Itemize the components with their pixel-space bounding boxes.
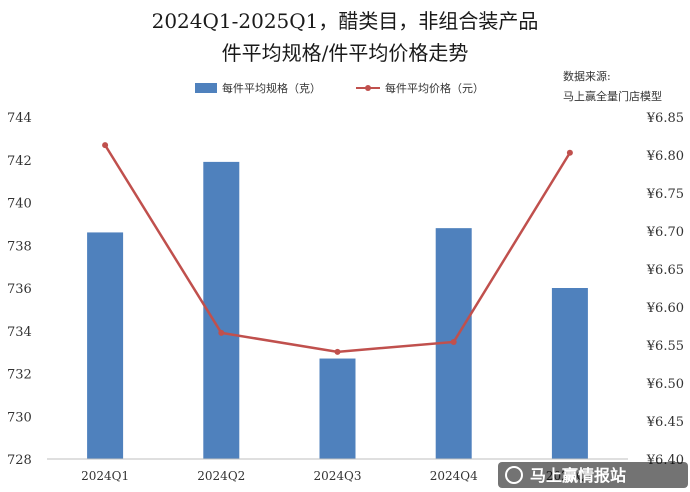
right-axis-tick-label: ¥6.65 bbox=[646, 263, 684, 278]
watermark: 马上赢情报站 bbox=[498, 462, 688, 488]
right-axis-tick-label: ¥6.60 bbox=[646, 301, 684, 316]
x-axis-tick-label: 2024Q2 bbox=[197, 469, 245, 483]
legend-bar-swatch bbox=[195, 83, 217, 93]
bar bbox=[319, 358, 356, 459]
right-axis-tick-label: ¥6.45 bbox=[646, 415, 684, 430]
price-line bbox=[104, 144, 571, 354]
price-point bbox=[450, 338, 457, 345]
price-point bbox=[334, 348, 341, 355]
left-axis-tick-label: 736 bbox=[7, 282, 32, 297]
price-point bbox=[102, 142, 109, 149]
bar bbox=[87, 232, 124, 459]
bar bbox=[203, 161, 240, 459]
right-axis-tick-label: ¥6.70 bbox=[646, 225, 684, 240]
left-axis-tick-label: 738 bbox=[7, 239, 32, 254]
right-axis-tick-label: ¥6.55 bbox=[646, 339, 684, 354]
left-axis-tick-label: 734 bbox=[7, 325, 32, 340]
x-axis-tick-label: 2024Q3 bbox=[313, 469, 361, 483]
right-axis-tick-label: ¥6.80 bbox=[646, 149, 684, 164]
left-axis-tick-label: 728 bbox=[7, 453, 32, 468]
legend-line-label: 每件平均价格（元） bbox=[385, 81, 484, 95]
legend-line-marker bbox=[365, 85, 371, 91]
watermark-bg bbox=[498, 462, 688, 488]
left-axis-tick-label: 742 bbox=[7, 154, 32, 169]
source-text: 马上赢全量门店模型 bbox=[563, 89, 662, 103]
legend: 每件平均规格（克） 每件平均价格（元） bbox=[195, 81, 484, 95]
right-axis-tick-label: ¥6.85 bbox=[646, 111, 684, 126]
right-axis-tick-label: ¥6.75 bbox=[646, 187, 684, 202]
left-axis-tick-label: 732 bbox=[7, 368, 32, 383]
price-point bbox=[218, 329, 225, 336]
bar bbox=[551, 288, 588, 459]
bar-series bbox=[87, 161, 588, 459]
watermark-text: 马上赢情报站 bbox=[530, 466, 626, 485]
x-axis-tick-label: 2024Q1 bbox=[81, 469, 129, 483]
source-label: 数据来源: bbox=[563, 69, 611, 83]
right-axis: ¥6.40¥6.45¥6.50¥6.55¥6.60¥6.65¥6.70¥6.75… bbox=[646, 111, 684, 468]
left-axis-tick-label: 740 bbox=[7, 197, 32, 212]
left-axis: 728 730 732 734 736 738 740 742 744 bbox=[7, 111, 32, 468]
right-axis-tick-label: ¥6.50 bbox=[646, 377, 684, 392]
watermark-icon bbox=[505, 466, 523, 484]
line-series bbox=[102, 142, 573, 355]
x-axis-tick-label: 2024Q4 bbox=[430, 469, 478, 483]
left-axis-tick-label: 744 bbox=[7, 111, 32, 126]
left-axis-tick-label: 730 bbox=[7, 410, 32, 425]
chart-title-line2: 件平均规格/件平均价格走势 bbox=[222, 41, 469, 65]
chart-title-line1: 2024Q1-2025Q1，醋类目，非组合装产品 bbox=[152, 9, 539, 33]
price-point bbox=[566, 149, 573, 156]
legend-bar-label: 每件平均规格（克） bbox=[222, 81, 321, 95]
